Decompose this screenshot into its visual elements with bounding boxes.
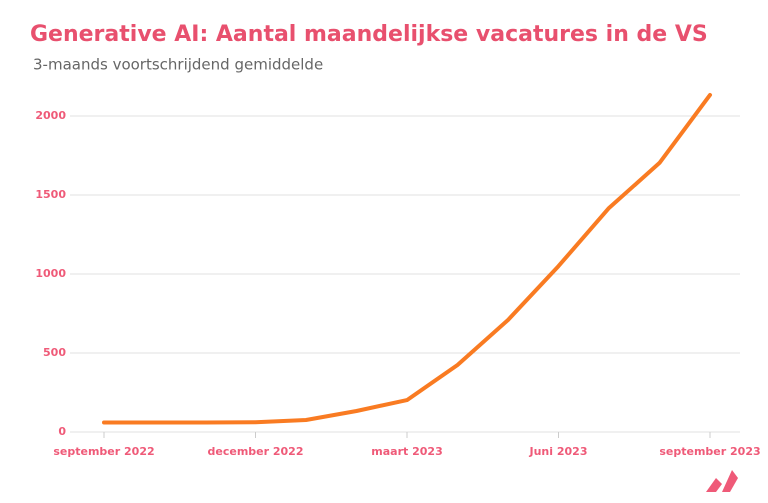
y-tick-label: 0	[58, 425, 66, 438]
chart-title: Generative AI: Aantal maandelijkse vacat…	[30, 22, 708, 47]
y-tick-label: 1500	[35, 188, 66, 201]
chart-subtitle: 3-maands voortschrijdend gemiddelde	[33, 56, 323, 74]
x-tick-label: maart 2023	[371, 445, 442, 458]
line	[102, 92, 712, 425]
x-tick-label: september 2023	[659, 445, 760, 458]
y-tick-label: 1000	[35, 267, 66, 280]
y-tick-label: 500	[43, 346, 66, 359]
x-tick-label: december 2022	[208, 445, 304, 458]
logo	[706, 470, 738, 492]
x-tick-label: Juni 2023	[529, 445, 588, 458]
y-tick-label: 2000	[35, 109, 66, 122]
x-tick-label: september 2022	[53, 445, 154, 458]
